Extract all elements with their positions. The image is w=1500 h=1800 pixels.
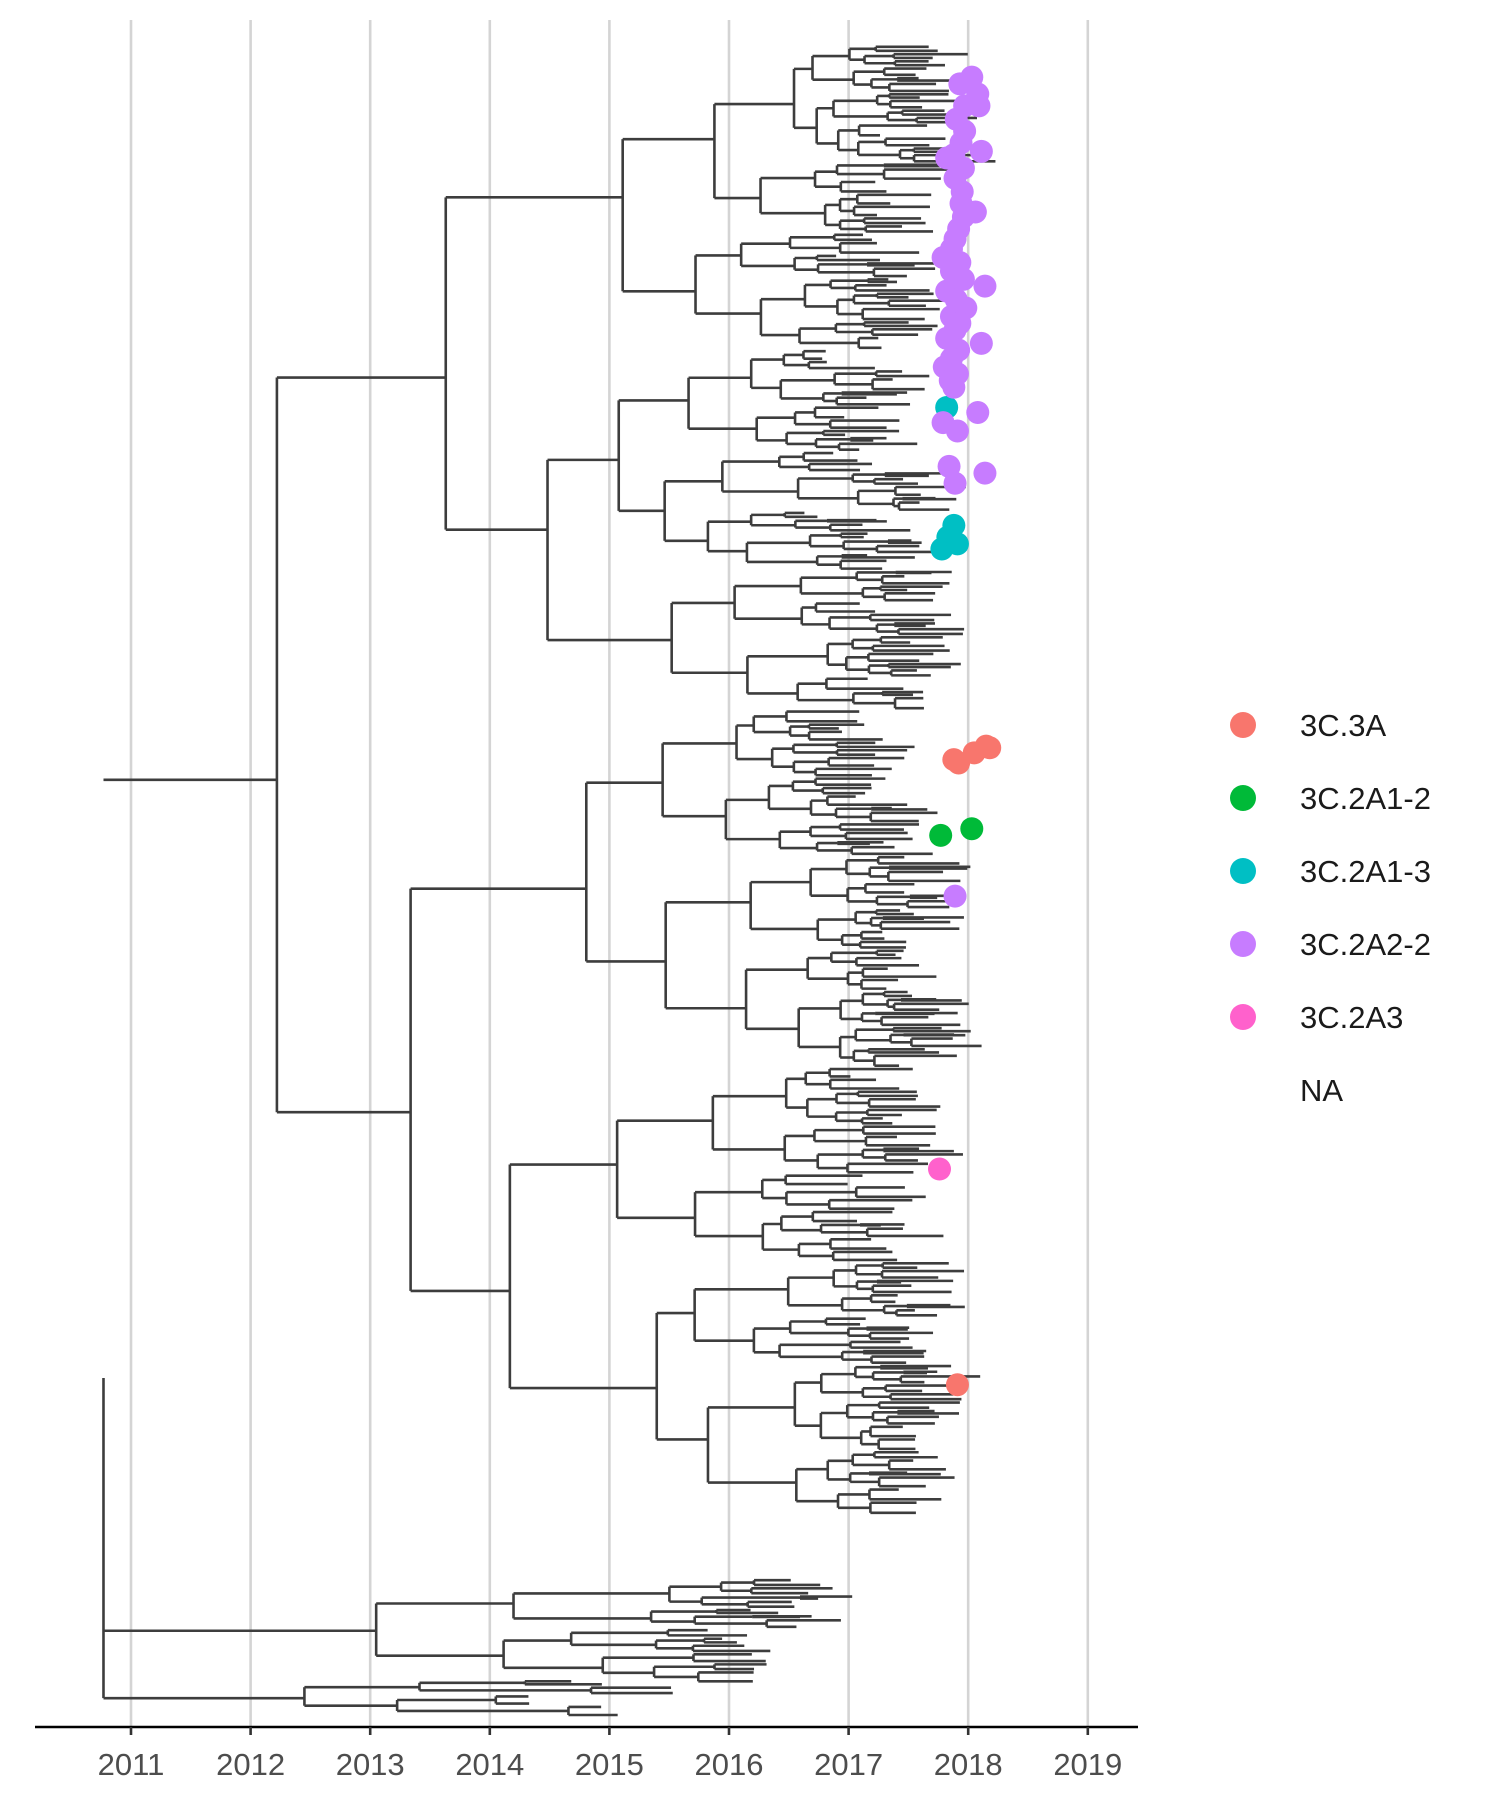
point-3C.3A-3 <box>978 736 1002 760</box>
legend-label-NA: NA <box>1300 1073 1343 1108</box>
tick-label-2015: 2015 <box>575 1747 644 1782</box>
point-3C.2A2-2-42 <box>945 419 969 443</box>
point-3C.2A1-2-1 <box>960 817 984 841</box>
point-3C.2A2-2-39 <box>942 375 966 399</box>
tree-branches <box>102 45 996 1717</box>
point-3C.2A2-2-24 <box>951 267 975 291</box>
tick-label-2017: 2017 <box>814 1747 883 1782</box>
point-3C.2A2-2-40 <box>966 400 990 424</box>
legend: 3C.3A 3C.2A1-2 3C.2A1-3 3C.2A2-2 3C.2A3 NA <box>1230 708 1431 1108</box>
point-3C.3A-4 <box>942 748 966 772</box>
legend-key-3C.3A <box>1230 712 1256 738</box>
x-axis-ticks: 2011 2012 2013 2014 2015 2016 2017 2018 2019 <box>98 1727 1122 1782</box>
legend-key-3C.2A3 <box>1230 1004 1256 1030</box>
legend-label-3C.2A2-2: 3C.2A2-2 <box>1300 927 1431 962</box>
tick-label-2016: 2016 <box>695 1747 764 1782</box>
point-3C.2A2-2-45 <box>943 471 967 495</box>
point-3C.2A2-2-44 <box>973 461 997 485</box>
point-3C.2A2-2-0 <box>943 884 967 908</box>
point-3C.2A2-2-25 <box>973 274 997 298</box>
tick-label-2014: 2014 <box>455 1747 524 1782</box>
tick-label-2011: 2011 <box>98 1747 165 1782</box>
legend-label-3C.2A1-3: 3C.2A1-3 <box>1300 854 1431 889</box>
legend-label-3C.2A3: 3C.2A3 <box>1300 1000 1403 1035</box>
tick-label-2012: 2012 <box>216 1747 285 1782</box>
gridlines <box>129 20 1090 1727</box>
point-3C.2A2-2-33 <box>969 331 993 355</box>
legend-label-3C.2A1-2: 3C.2A1-2 <box>1300 781 1431 816</box>
tick-label-2013: 2013 <box>336 1747 405 1782</box>
tip-points <box>927 65 1002 1397</box>
legend-key-3C.2A2-2 <box>1230 931 1256 957</box>
point-3C.3A-5 <box>945 1373 969 1397</box>
point-3C.2A1-2-0 <box>929 823 953 847</box>
tick-label-2018: 2018 <box>934 1747 1003 1782</box>
legend-key-3C.2A1-2 <box>1230 785 1256 811</box>
point-3C.2A2-2-11 <box>935 146 959 170</box>
tick-label-2019: 2019 <box>1053 1747 1122 1782</box>
point-3C.2A2-2-2 <box>948 72 972 96</box>
point-3C.2A3-0 <box>927 1157 951 1181</box>
legend-key-3C.2A1-3 <box>1230 858 1256 884</box>
legend-label-3C.3A: 3C.3A <box>1300 708 1386 743</box>
point-3C.2A2-2-9 <box>969 139 993 163</box>
point-3C.2A2-2-5 <box>967 94 991 118</box>
point-3C.2A1-3-4 <box>945 532 969 556</box>
